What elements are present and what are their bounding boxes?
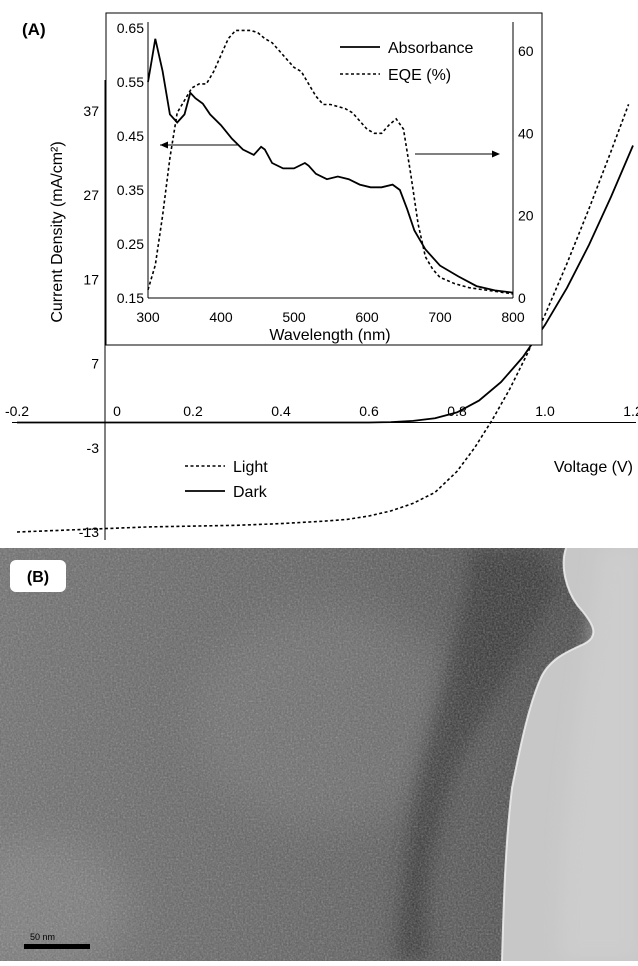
series-line-light	[16, 104, 630, 533]
inset-series-eqe	[147, 29, 514, 295]
legend-light-label: Light	[233, 459, 268, 476]
jv-axes: -0.2 0 0.2 0.4 0.6 0.8 1.0 1.2 -13 -3 7 17 27 37 Volta…	[5, 80, 638, 540]
inset-chart: 300 400 500 600 700 8000.150.250.350.450.550.…	[105, 12, 543, 346]
x-tick-label: 0.4	[271, 403, 291, 419]
inset-x-tick-label: 400	[209, 309, 233, 325]
inset-x-tick-label: 500	[282, 309, 306, 325]
arrow-left-head	[160, 141, 168, 149]
inset-right-tick-label: 20	[518, 208, 534, 224]
y-tick-label: 37	[83, 103, 99, 119]
x-axis-title: Voltage (V)	[554, 459, 633, 476]
inset-x-tick-label: 300	[136, 309, 160, 325]
inset-left-tick-label: 0.15	[117, 290, 144, 306]
inset-x-tick-label: 800	[501, 309, 525, 325]
inset-left-tick-label: 0.35	[117, 182, 144, 198]
x-tick-label: 0.8	[447, 403, 467, 419]
inset-axes: 300 400 500 600 700 8000.150.250.350.450.550.…	[117, 20, 534, 344]
inset-right-tick-label: 0	[518, 290, 526, 306]
legend-eqe-label: EQE (%)	[388, 67, 451, 84]
x-tick-label: 1.2	[623, 403, 638, 419]
inset-x-tick-label: 600	[355, 309, 379, 325]
y-tick-label: 7	[91, 356, 99, 372]
inset-x-tick-label: 700	[428, 309, 452, 325]
series-line-dark	[17, 145, 634, 424]
inset-legend: Absorbance EQE (%)	[340, 40, 473, 84]
inset-left-tick-label: 0.45	[117, 128, 144, 144]
scale-bar	[24, 944, 90, 949]
inset-frame	[105, 12, 543, 346]
inset-left-tick-label: 0.25	[117, 236, 144, 252]
panel-b-label-box	[10, 560, 66, 592]
legend-dark-label: Dark	[233, 484, 268, 501]
legend-absorbance-label: Absorbance	[388, 40, 473, 57]
y-tick-label: -13	[79, 524, 99, 540]
jv-series	[16, 104, 634, 533]
x-tick-label: -0.2	[5, 403, 29, 419]
arrow-right-head	[492, 150, 500, 158]
scale-bar-label: 50 nm	[30, 932, 55, 942]
x-tick-label: 0.2	[183, 403, 203, 419]
tem-micrograph: (B) 50 nm	[0, 547, 638, 966]
vacuum-light	[560, 548, 638, 961]
jv-chart: (A) -0.2 0 0.2 0.4 0.6 0.8 1.0 1.2 -13 -3 7 17 27 37 V…	[5, 12, 638, 540]
panel-b-label: (B)	[27, 569, 49, 586]
inset-series-absorbance	[147, 38, 514, 294]
x-tick-label: 0.6	[359, 403, 379, 419]
y-tick-label: 17	[83, 271, 99, 287]
inset-right-tick-label: 60	[518, 43, 534, 59]
y-tick-label: 27	[83, 187, 99, 203]
jv-legend: Light Dark	[185, 459, 268, 501]
inset-series	[147, 29, 514, 295]
y-axis-title: Current Density (mA/cm²)	[49, 141, 66, 322]
panel-a-label: (A)	[22, 20, 46, 39]
inset-arrows	[160, 141, 500, 158]
panel-b-tem-image: (B) 50 nm	[0, 547, 638, 966]
x-tick-label: 1.0	[535, 403, 555, 419]
inset-right-tick-label: 40	[518, 125, 534, 141]
inset-left-tick-label: 0.55	[117, 74, 144, 90]
panel-a: (A) -0.2 0 0.2 0.4 0.6 0.8 1.0 1.2 -13 -3 7 17 27 37 V…	[5, 12, 638, 540]
x-tick-label: 0	[113, 403, 121, 419]
y-tick-label: -3	[87, 440, 100, 456]
inset-x-axis-title: Wavelength (nm)	[269, 327, 390, 344]
inset-left-tick-label: 0.65	[117, 20, 144, 36]
film-edge-highlight	[501, 547, 595, 962]
